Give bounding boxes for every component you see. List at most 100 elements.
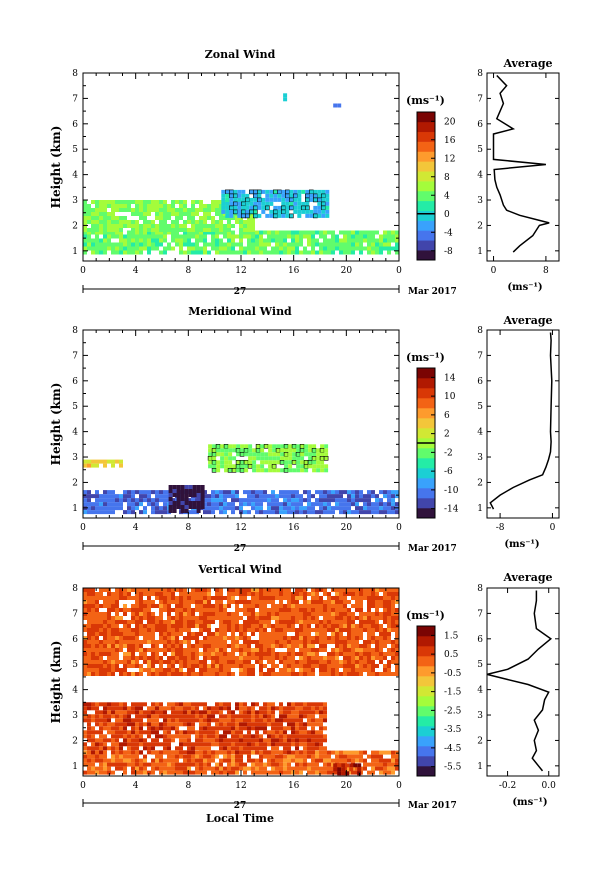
heatmap-cell — [351, 588, 355, 592]
heatmap-cell — [155, 246, 159, 251]
heatmap-cell — [247, 463, 253, 469]
heatmap-cell — [355, 242, 359, 247]
heatmap-cell — [304, 468, 309, 473]
heatmap-cell — [215, 588, 219, 592]
heatmap-cell — [291, 596, 295, 600]
heatmap-cell — [243, 706, 247, 711]
heatmap-cell — [291, 718, 295, 723]
heatmap-cell — [303, 510, 307, 515]
heatmap-cell — [99, 242, 103, 247]
heatmap-cell — [119, 758, 123, 763]
heatmap-cell — [327, 494, 331, 499]
heatmap-cell — [119, 502, 123, 507]
heatmap-cell — [339, 644, 343, 648]
heatmap-cell — [103, 200, 107, 204]
heatmap-cell — [83, 200, 87, 204]
heatmap-cell — [239, 706, 243, 711]
heatmap-cell — [303, 710, 307, 715]
heatmap-cell — [283, 644, 287, 648]
heatmap-cell — [275, 672, 279, 676]
x-tick-label: 20 — [341, 266, 353, 276]
heatmap-cell — [221, 201, 226, 206]
heatmap-cell — [99, 766, 103, 771]
heatmap-cell — [255, 770, 259, 775]
heatmap-cell — [91, 494, 95, 499]
heatmap-cell — [200, 493, 205, 497]
heatmap-cell — [295, 726, 299, 731]
heatmap-cell — [235, 612, 239, 616]
heatmap-cell — [131, 660, 135, 664]
heatmap-cell — [87, 668, 91, 672]
heatmap-cell — [131, 250, 135, 255]
heatmap-cell — [303, 612, 307, 616]
heatmap-cell — [167, 722, 171, 727]
heatmap-cell — [283, 652, 287, 656]
heatmap-cell — [251, 502, 255, 507]
heatmap-cell — [155, 726, 159, 731]
heatmap-cell — [363, 628, 367, 632]
heatmap-cell — [119, 228, 123, 232]
heatmap-cell — [395, 502, 399, 507]
heatmap-cell — [107, 246, 111, 251]
heatmap-cell — [107, 636, 111, 640]
heatmap-cell — [283, 668, 287, 672]
heatmap-cell — [227, 726, 231, 731]
heatmap-cell — [291, 672, 295, 676]
heatmap-cell — [343, 608, 347, 612]
heatmap-cell — [256, 197, 262, 203]
heatmap-cell — [311, 640, 315, 644]
heatmap-cell — [363, 502, 367, 507]
heatmap-cell — [87, 616, 91, 620]
heatmap-cell — [163, 490, 167, 495]
heatmap-cell — [391, 612, 395, 616]
heatmap-cell — [288, 444, 293, 449]
heatmap-cell — [199, 750, 203, 755]
heatmap-cell — [343, 636, 347, 640]
heatmap-cell — [287, 588, 291, 592]
heatmap-cell — [139, 510, 143, 515]
heatmap-cell — [259, 766, 263, 771]
heatmap-cell — [319, 447, 325, 453]
heatmap-cell — [383, 510, 387, 515]
profile-y-tick-label: 6 — [477, 377, 483, 387]
heatmap-cell — [219, 664, 223, 668]
heatmap-cell — [375, 762, 379, 767]
heatmap-cell — [196, 489, 201, 493]
heatmap-cell — [263, 238, 267, 243]
heatmap-cell — [224, 452, 229, 457]
heatmap-cell — [111, 220, 115, 224]
heatmap-cell — [115, 224, 119, 228]
heatmap-cell — [172, 485, 177, 489]
heatmap-cell — [371, 762, 375, 767]
heatmap-cell — [200, 489, 205, 493]
heatmap-cell — [103, 220, 107, 224]
heatmap-cell — [87, 640, 91, 644]
heatmap-cell — [379, 510, 383, 515]
heatmap-cell — [295, 746, 299, 751]
heatmap-cell — [111, 224, 115, 228]
heatmap-cell — [175, 770, 179, 775]
heatmap-cell — [239, 506, 243, 511]
heatmap-cell — [175, 612, 179, 616]
heatmap-cell — [171, 644, 175, 648]
heatmap-cell — [155, 234, 159, 239]
heatmap-cell — [127, 640, 131, 644]
heatmap-cell — [107, 702, 111, 707]
heatmap-cell — [191, 714, 195, 719]
heatmap-cell — [207, 224, 211, 228]
heatmap-cell — [179, 640, 183, 644]
heatmap-cell — [259, 620, 263, 624]
heatmap-cell — [299, 714, 303, 719]
heatmap-cell — [179, 750, 183, 755]
heatmap-cell — [311, 766, 315, 771]
heatmap-cell — [331, 600, 335, 604]
heatmap-cell — [259, 600, 263, 604]
heatmap-cell — [184, 485, 189, 489]
heatmap-cell — [256, 468, 261, 473]
heatmap-cell — [207, 498, 211, 503]
heatmap-cell — [323, 238, 327, 243]
heatmap-cell — [199, 660, 203, 664]
heatmap-cell — [272, 456, 277, 461]
heatmap-cell — [199, 672, 203, 676]
heatmap-cell — [251, 742, 255, 747]
